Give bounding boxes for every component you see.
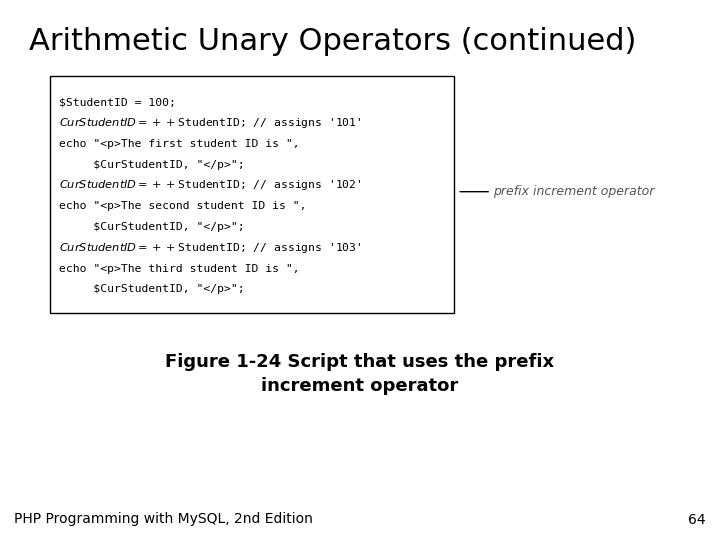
Text: $CurStudentID = ++$StudentID; // assigns '103': $CurStudentID = ++$StudentID; // assigns… — [59, 241, 361, 255]
Text: $CurStudentID = ++$StudentID; // assigns '102': $CurStudentID = ++$StudentID; // assigns… — [59, 178, 361, 192]
Text: $CurStudentID, "</p>";: $CurStudentID, "</p>"; — [59, 284, 245, 294]
Text: $CurStudentID, "</p>";: $CurStudentID, "</p>"; — [59, 159, 245, 170]
Text: $CurStudentID = ++$StudentID; // assigns '101': $CurStudentID = ++$StudentID; // assigns… — [59, 116, 361, 130]
Text: increment operator: increment operator — [261, 377, 459, 395]
Bar — [50, 76, 454, 313]
Text: echo "<p>The first student ID is ",: echo "<p>The first student ID is ", — [59, 139, 300, 149]
Text: prefix increment operator: prefix increment operator — [493, 185, 654, 198]
Text: $CurStudentID, "</p>";: $CurStudentID, "</p>"; — [59, 222, 245, 232]
Text: 64: 64 — [688, 512, 706, 526]
Text: echo "<p>The third student ID is ",: echo "<p>The third student ID is ", — [59, 264, 300, 274]
Text: echo "<p>The second student ID is ",: echo "<p>The second student ID is ", — [59, 201, 307, 211]
Text: Arithmetic Unary Operators (continued): Arithmetic Unary Operators (continued) — [29, 27, 636, 56]
Text: PHP Programming with MySQL, 2nd Edition: PHP Programming with MySQL, 2nd Edition — [14, 512, 313, 526]
Text: $StudentID = 100;: $StudentID = 100; — [59, 97, 176, 107]
Text: Figure 1-24 Script that uses the prefix: Figure 1-24 Script that uses the prefix — [166, 353, 554, 371]
